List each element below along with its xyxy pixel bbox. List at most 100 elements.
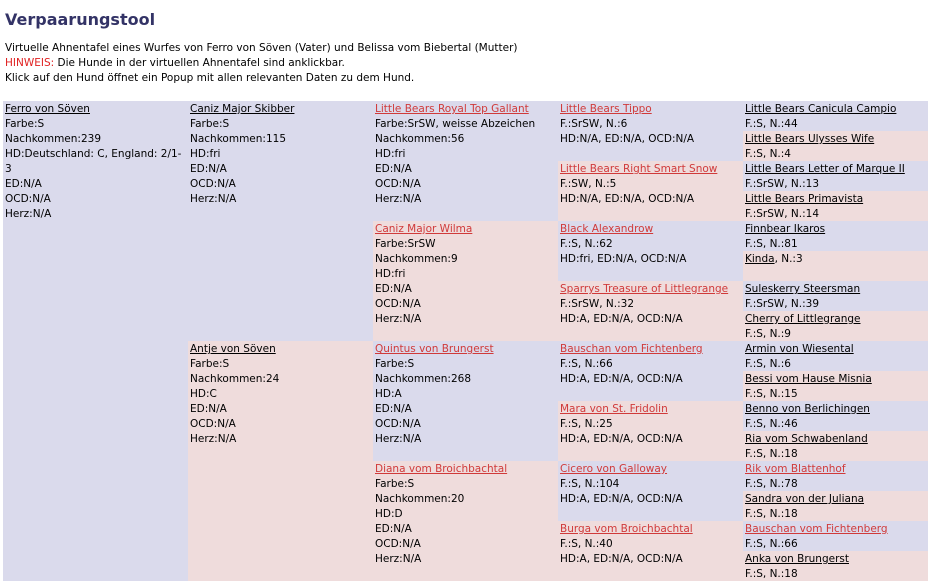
- dog-info: F.:SW, N.:5: [560, 178, 617, 190]
- dog-name-link[interactable]: Caniz Major Skibber: [190, 103, 295, 115]
- dog-name-link[interactable]: Cherry of Littlegrange: [745, 313, 861, 325]
- dog-info: F.:SrSW, N.:13: [745, 178, 820, 190]
- dog-name-link[interactable]: Cicero von Galloway: [560, 463, 668, 475]
- dog-line: Bauschan vom Fichtenberg: [745, 522, 926, 537]
- hint-label: HINWEIS:: [5, 57, 55, 69]
- dog-name-link[interactable]: Sparrys Treasure of Littlegrange: [560, 283, 729, 295]
- generation-column: Ferro von Söven Farbe:S Nachkommen:239 HD:D…: [3, 101, 188, 581]
- dog-line: Mara von St. Fridolin: [560, 402, 741, 417]
- dog-name-link[interactable]: Mara von St. Fridolin: [560, 403, 668, 415]
- dog-name-link[interactable]: Bessi vom Hause Misnia: [745, 373, 872, 385]
- dog-line: Ria vom Schwabenland: [745, 432, 926, 447]
- dog-cell: Little Bears Right Smart Snow F.:SW, N.:5…: [558, 161, 743, 221]
- dog-name-link[interactable]: Caniz Major Wilma: [375, 223, 473, 235]
- dog-name-link[interactable]: Benno von Berlichingen: [745, 403, 870, 415]
- dog-info: HD:Deutschland: C, England: 2/1-3: [5, 148, 182, 175]
- dog-name-link[interactable]: Rik vom Blattenhof: [745, 463, 846, 475]
- dog-name-link[interactable]: Kinda: [745, 253, 775, 265]
- dog-info: F.:S, N.:4: [745, 148, 791, 160]
- dog-info: Nachkommen:20: [375, 493, 465, 505]
- dog-info: HD:A, ED:N/A, OCD:N/A: [560, 433, 683, 445]
- dog-info: F.:S, N.:40: [560, 538, 613, 550]
- dog-info: F.:S, N.:9: [745, 328, 791, 340]
- dog-line: Little Bears Royal Top Gallant: [375, 102, 556, 117]
- generation-column: Little Bears Royal Top Gallant Farbe:SrSW…: [373, 101, 558, 581]
- dog-cell: Rik vom Blattenhof F.:S, N.:78: [743, 461, 928, 491]
- dog-info: HD:A, ED:N/A, OCD:N/A: [560, 313, 683, 325]
- dog-name-link[interactable]: Little Bears Canicula Campio: [745, 103, 897, 115]
- dog-cell: Bauschan vom Fichtenberg F.:S, N.:66: [743, 521, 928, 551]
- dog-info: HD:A, ED:N/A, OCD:N/A: [560, 553, 683, 565]
- dog-name-link[interactable]: Little Bears Tippo: [560, 103, 652, 115]
- dog-name-link[interactable]: Diana vom Broichbachtal: [375, 463, 508, 475]
- dog-name-link[interactable]: Little Bears Ulysses Wife: [745, 133, 875, 145]
- dog-info: ED:N/A: [375, 523, 412, 535]
- dog-cell: Suleskerry Steersman F.:SrSW, N.:39: [743, 281, 928, 311]
- dog-info: F.:SrSW, N.:39: [745, 298, 820, 310]
- dog-cell: Black Alexandrow F.:S, N.:62 HD:fri, ED:N/…: [558, 221, 743, 281]
- dog-name-link[interactable]: Anka von Brungerst: [745, 553, 849, 565]
- generation-column: Little Bears Tippo F.:SrSW, N.:6 HD:N/A, E…: [558, 101, 743, 581]
- dog-info: ED:N/A: [190, 403, 227, 415]
- dog-name-link[interactable]: Ria vom Schwabenland: [745, 433, 868, 445]
- dog-cell: Armin von Wiesental F.:S, N.:6: [743, 341, 928, 371]
- dog-line: Quintus von Brungerst: [375, 342, 556, 357]
- dog-name-link[interactable]: Antje von Söven: [190, 343, 276, 355]
- dog-info: , N.:3: [774, 253, 803, 265]
- dog-name-link[interactable]: Sandra von der Juliana: [745, 493, 865, 505]
- dog-name-link[interactable]: Burga vom Broichbachtal: [560, 523, 693, 535]
- dog-name-link[interactable]: Bauschan vom Fichtenberg: [560, 343, 703, 355]
- dog-cell: Ria vom Schwabenland F.:S, N.:18: [743, 431, 928, 461]
- dog-info: OCD:N/A: [375, 538, 421, 550]
- dog-cell: Mara von St. Fridolin F.:S, N.:25 HD:A, ED…: [558, 401, 743, 461]
- intro-text: Virtuelle Ahnentafel eines Wurfes von Fe…: [5, 42, 518, 54]
- dog-line: Sandra von der Juliana: [745, 492, 926, 507]
- dog-line: Antje von Söven: [190, 342, 371, 357]
- dog-info: HD:A: [375, 388, 402, 400]
- dog-cell: Kinda, N.:3: [743, 251, 928, 281]
- dog-info: HD:D: [375, 508, 403, 520]
- dog-info: F.:S, N.:18: [745, 568, 798, 580]
- dog-cell: Ferro von Söven Farbe:S Nachkommen:239 HD:D…: [3, 101, 188, 581]
- dog-name-link[interactable]: Quintus von Brungerst: [375, 343, 494, 355]
- dog-info: HD:fri, ED:N/A, OCD:N/A: [560, 253, 687, 265]
- dog-info: ED:N/A: [375, 403, 412, 415]
- dog-line: Diana vom Broichbachtal: [375, 462, 556, 477]
- dog-info: F.:S, N.:25: [560, 418, 613, 430]
- dog-name-link[interactable]: Finnbear Ikaros: [745, 223, 826, 235]
- dog-line: Cherry of Littlegrange: [745, 312, 926, 327]
- dog-info: HD:fri: [190, 148, 221, 160]
- hint-line: HINWEIS: Die Hunde in der virtuellen Ahn…: [5, 56, 345, 71]
- dog-cell: Caniz Major Wilma Farbe:SrSW Nachkommen:9 H…: [373, 221, 558, 341]
- dog-line: Ferro von Söven: [5, 102, 186, 117]
- dog-info: HD:fri: [375, 268, 406, 280]
- dog-cell: Little Bears Tippo F.:SrSW, N.:6 HD:N/A, E…: [558, 101, 743, 161]
- dog-name-link[interactable]: Suleskerry Steersman: [745, 283, 861, 295]
- dog-name-link[interactable]: Little Bears Primavista: [745, 193, 864, 205]
- generation-column: Caniz Major Skibber Farbe:S Nachkommen:115…: [188, 101, 373, 581]
- dog-name-link[interactable]: Ferro von Söven: [5, 103, 90, 115]
- hint-text: Die Hunde in der virtuellen Ahnentafel s…: [54, 57, 345, 69]
- dog-name-link[interactable]: Little Bears Letter of Marque II: [745, 163, 905, 175]
- page-title: Verpaarungstool: [5, 10, 156, 29]
- dog-cell: Bessi vom Hause Misnia F.:S, N.:15: [743, 371, 928, 401]
- dog-cell: Cherry of Littlegrange F.:S, N.:9: [743, 311, 928, 341]
- dog-info: Farbe:S: [190, 118, 230, 130]
- dog-name-link[interactable]: Little Bears Right Smart Snow: [560, 163, 718, 175]
- dog-name-link[interactable]: Black Alexandrow: [560, 223, 654, 235]
- dog-line: Cicero von Galloway: [560, 462, 741, 477]
- dog-info: F.:S, N.:104: [560, 478, 620, 490]
- dog-name-link[interactable]: Armin von Wiesental: [745, 343, 854, 355]
- dog-line: Suleskerry Steersman: [745, 282, 926, 297]
- dog-line: Anka von Brungerst: [745, 552, 926, 567]
- dog-name-link[interactable]: Little Bears Royal Top Gallant: [375, 103, 529, 115]
- dog-info: Farbe:SrSW, weisse Abzeichen: [375, 118, 536, 130]
- dog-info: OCD:N/A: [5, 193, 51, 205]
- dog-info: Nachkommen:239: [5, 133, 101, 145]
- dog-line: Sparrys Treasure of Littlegrange: [560, 282, 741, 297]
- dog-info: OCD:N/A: [375, 418, 421, 430]
- dog-name-link[interactable]: Bauschan vom Fichtenberg: [745, 523, 888, 535]
- dog-cell: Little Bears Letter of Marque II F.:SrSW,…: [743, 161, 928, 191]
- dog-info: Herz:N/A: [375, 193, 422, 205]
